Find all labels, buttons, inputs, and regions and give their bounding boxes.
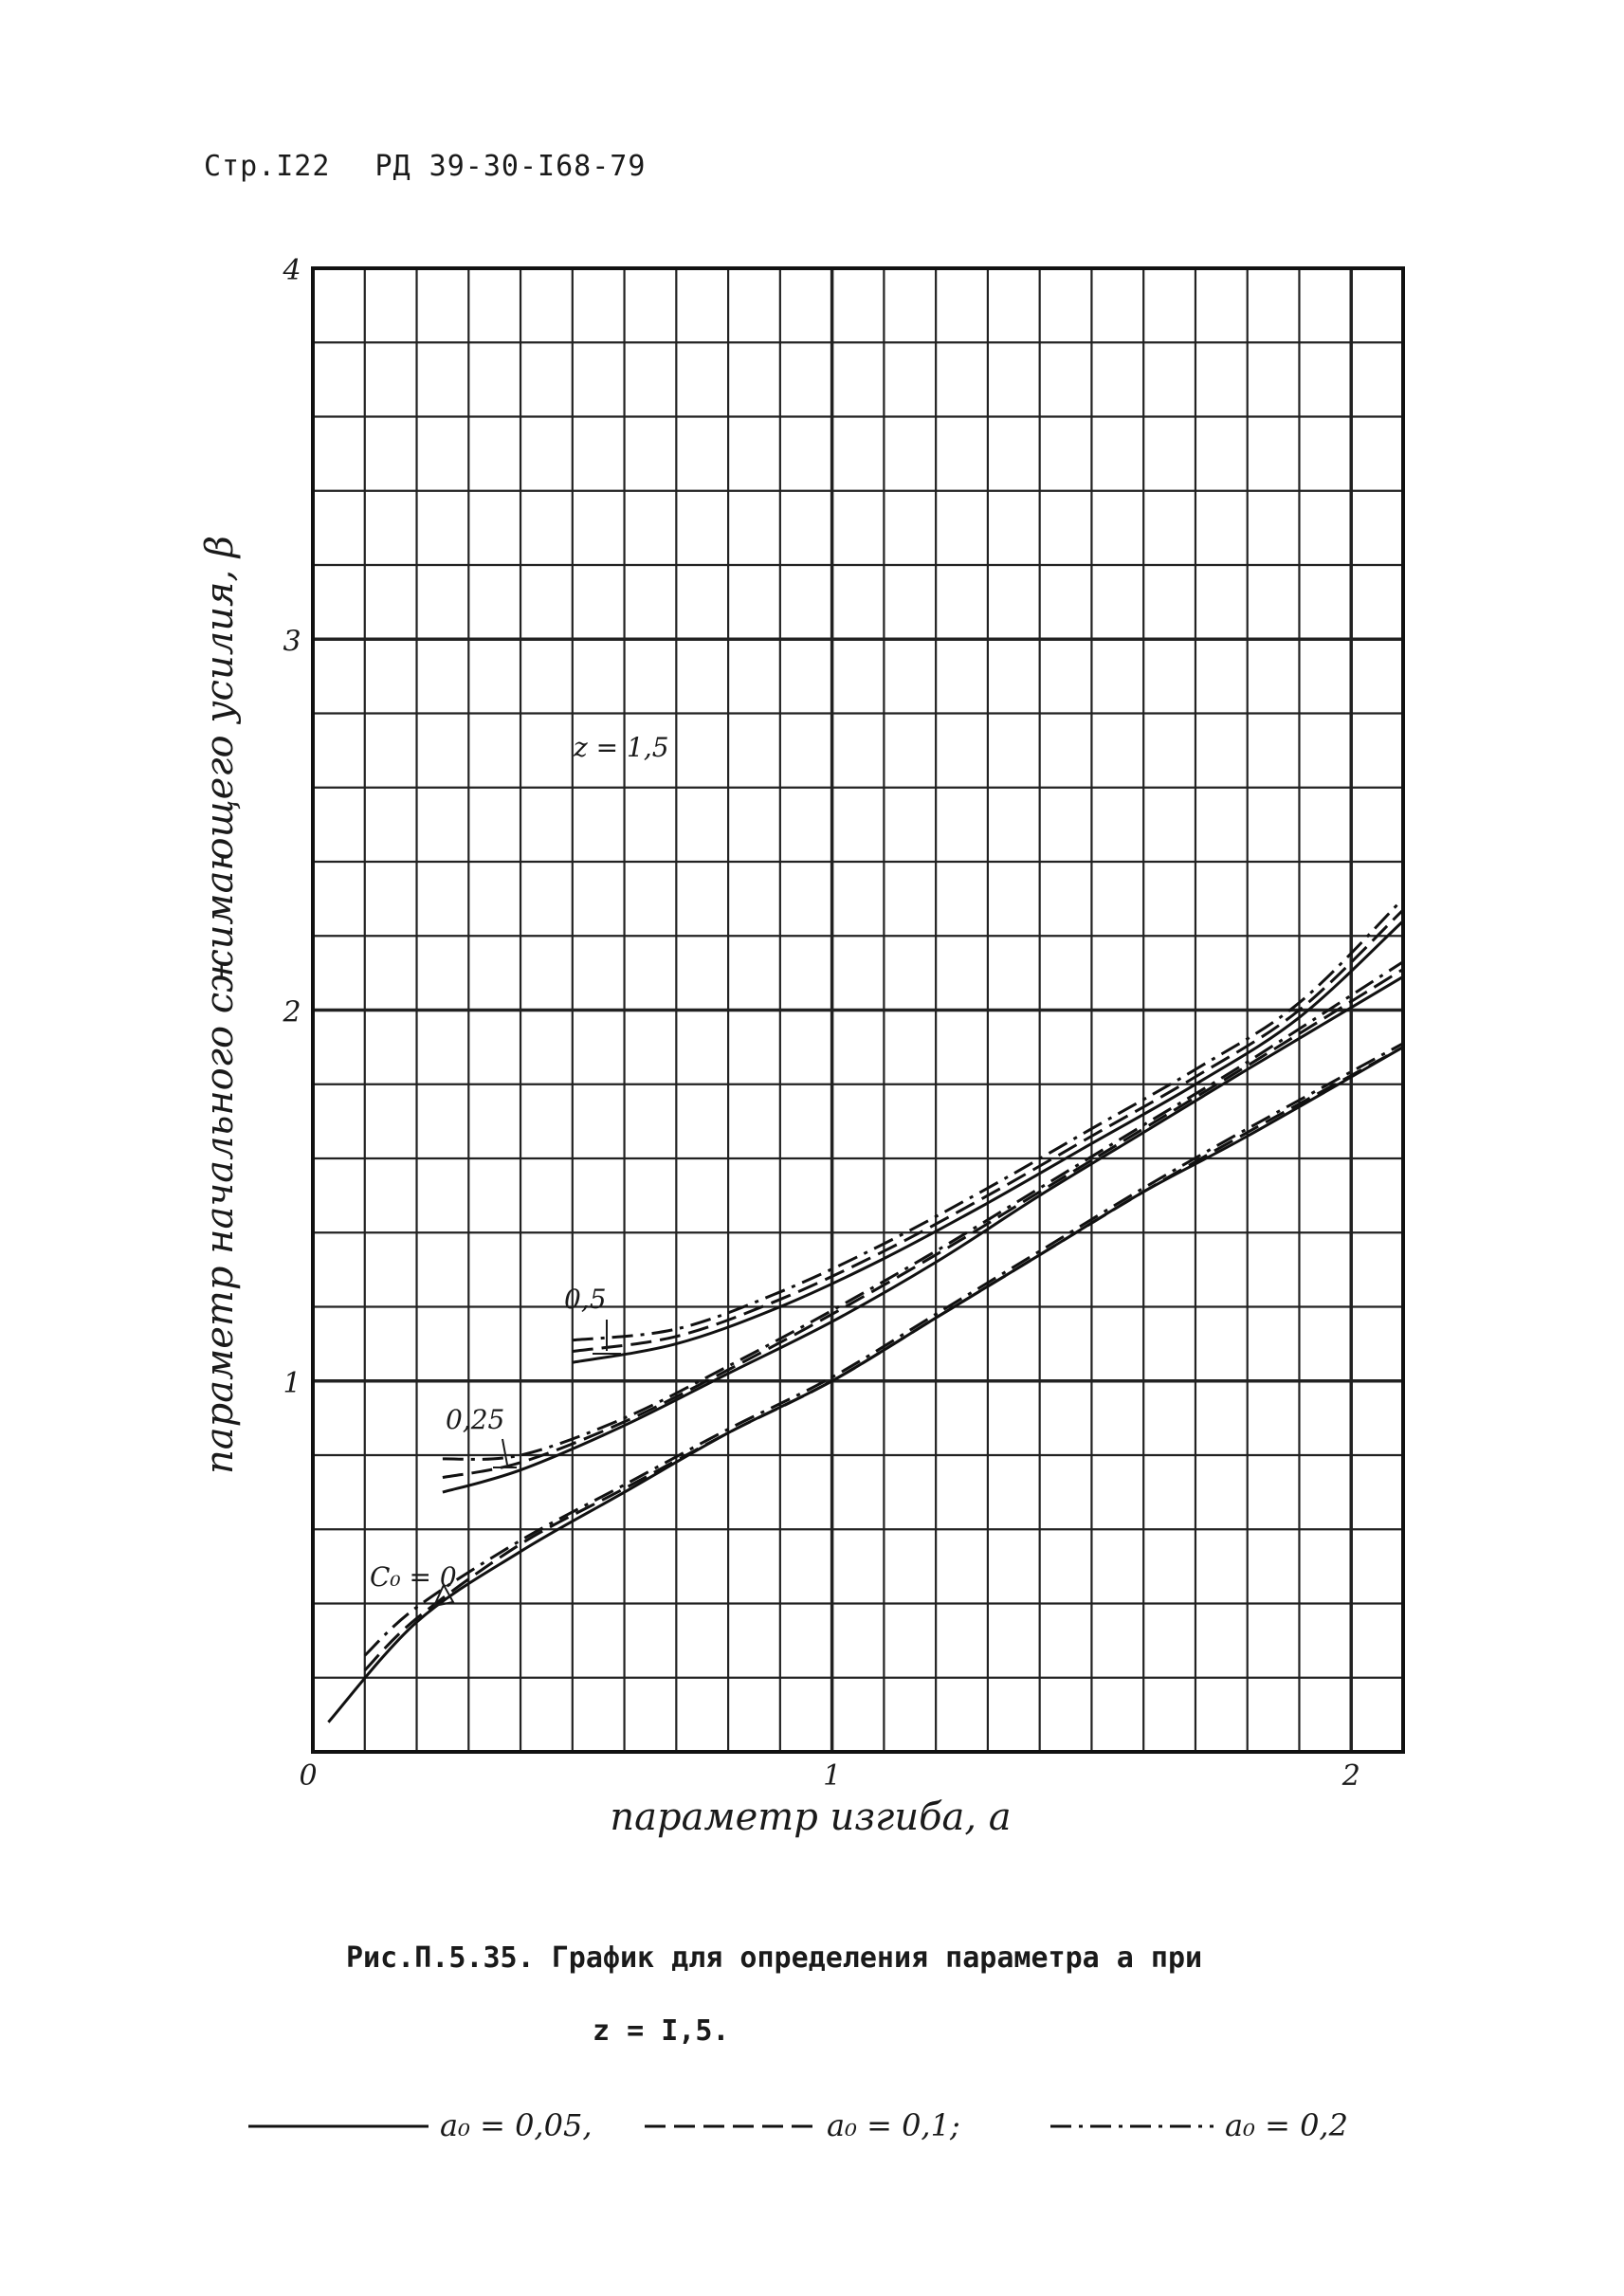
- y-tick-label: 4: [282, 254, 301, 287]
- y-tick-label: 2: [282, 996, 301, 1030]
- curve-label-c0: C₀ = 0: [370, 1561, 457, 1593]
- series-line-4: [442, 968, 1404, 1479]
- plot-frame: [311, 266, 1405, 1754]
- x-tick-label: 0: [299, 1759, 317, 1793]
- y-tick-labels: 1 2 3 4: [282, 254, 301, 1400]
- series-line-5: [442, 960, 1404, 1461]
- x-tick-label: 2: [1341, 1759, 1360, 1793]
- curve-label-c0-pointer: [432, 1582, 455, 1608]
- legend-label: a₀ = 0,2: [1225, 2107, 1348, 2143]
- x-tick-labels: 0 1 2: [299, 1759, 1359, 1793]
- series-line-1: [363, 1046, 1404, 1671]
- y-tick-label: 3: [283, 625, 301, 658]
- x-axis-label: параметр изгиба, a: [610, 1795, 1011, 1839]
- x-tick-label: 1: [823, 1759, 841, 1793]
- series-line-2: [363, 1042, 1404, 1657]
- figure-caption: Рис.П.5.35. График для определения парам…: [346, 1941, 1203, 1975]
- curve-label-05: 0,5: [564, 1284, 607, 1315]
- curve-label-05-pointer: [593, 1320, 621, 1355]
- series-line-3: [442, 975, 1404, 1494]
- series-layer: [327, 898, 1405, 1723]
- series-line-8: [572, 898, 1405, 1342]
- document-code: РД 39-30-I68-79: [374, 150, 647, 183]
- series-line-7: [572, 908, 1405, 1353]
- legend-label: a₀ = 0,05,: [440, 2107, 592, 2143]
- series-line-6: [572, 920, 1405, 1364]
- curve-label-025: 0,25: [446, 1404, 504, 1435]
- figure-caption-line2: z = I,5.: [593, 2014, 730, 2048]
- y-axis-label: параметр начального сжимающего усилия, β: [198, 536, 242, 1474]
- grid-major: [313, 268, 1403, 1752]
- page-header: Стр.I22 РД 39-30-I68-79: [204, 150, 672, 183]
- z-annotation: z = 1,5: [573, 732, 669, 763]
- page-number: Стр.I22: [204, 150, 331, 183]
- legend: a₀ = 0,05, a₀ = 0,1; a₀ = 0,2: [248, 2107, 1348, 2143]
- y-tick-label: 1: [283, 1367, 301, 1400]
- series-line-0: [327, 1046, 1404, 1723]
- legend-label: a₀ = 0,1;: [827, 2107, 960, 2143]
- curve-label-025-pointer: [493, 1438, 517, 1468]
